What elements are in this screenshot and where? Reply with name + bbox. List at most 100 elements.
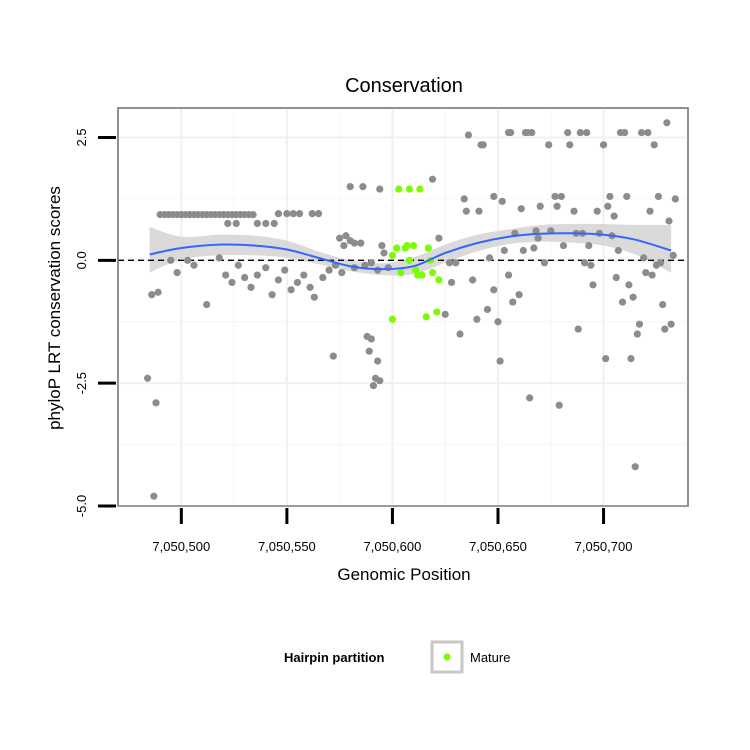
other-point bbox=[646, 207, 654, 215]
other-point bbox=[173, 269, 181, 277]
other-point bbox=[367, 335, 375, 343]
other-point bbox=[583, 128, 591, 137]
other-point bbox=[262, 264, 270, 272]
legend: Hairpin partition Mature bbox=[284, 640, 510, 674]
other-point bbox=[268, 291, 276, 299]
other-point bbox=[500, 246, 508, 255]
other-point bbox=[528, 128, 536, 137]
other-point bbox=[428, 175, 437, 183]
other-point bbox=[319, 273, 327, 282]
other-point bbox=[667, 320, 675, 328]
other-point bbox=[671, 195, 679, 203]
other-point bbox=[462, 207, 470, 215]
other-point bbox=[473, 315, 481, 323]
other-point bbox=[222, 271, 230, 279]
mature-point bbox=[409, 241, 418, 250]
y-tick-label: -5.0 bbox=[74, 495, 89, 517]
mature-point bbox=[395, 185, 403, 193]
other-point bbox=[587, 261, 595, 269]
mature-point bbox=[388, 251, 397, 260]
mature-point bbox=[418, 271, 426, 279]
other-point bbox=[456, 330, 464, 338]
mature-point bbox=[424, 244, 432, 252]
other-point bbox=[526, 394, 534, 402]
other-point bbox=[536, 202, 544, 210]
other-point bbox=[656, 259, 665, 267]
other-point bbox=[633, 330, 641, 338]
other-point bbox=[342, 232, 350, 240]
mature-point bbox=[435, 276, 443, 284]
other-point bbox=[507, 128, 515, 137]
other-point bbox=[435, 234, 443, 242]
other-point bbox=[308, 210, 316, 218]
other-point bbox=[553, 202, 561, 210]
other-point bbox=[329, 352, 337, 360]
other-point bbox=[659, 300, 667, 309]
other-point bbox=[293, 278, 302, 287]
mature-point bbox=[403, 241, 411, 250]
other-point bbox=[289, 210, 297, 218]
other-point bbox=[517, 205, 525, 213]
other-point bbox=[570, 207, 578, 215]
other-point bbox=[154, 288, 162, 296]
x-axis: 7,050,500 7,050,550 7,050,600 7,050,650 7,05… bbox=[152, 508, 632, 554]
other-point bbox=[606, 192, 614, 201]
x-axis-title: Genomic Position bbox=[337, 565, 470, 584]
other-point bbox=[557, 192, 565, 201]
legend-title: Hairpin partition bbox=[284, 650, 384, 665]
mature-point bbox=[405, 256, 413, 264]
other-point bbox=[376, 377, 384, 385]
other-point bbox=[247, 283, 255, 291]
other-point bbox=[384, 264, 392, 272]
other-point bbox=[464, 131, 473, 139]
other-point bbox=[369, 382, 378, 390]
other-point bbox=[623, 192, 631, 201]
other-point bbox=[530, 244, 538, 252]
other-point bbox=[336, 234, 344, 242]
other-point bbox=[494, 318, 502, 326]
x-tick-label: 7,050,500 bbox=[152, 539, 210, 554]
other-point bbox=[359, 183, 367, 191]
mature-point bbox=[428, 269, 437, 277]
other-point bbox=[148, 291, 156, 299]
other-point bbox=[325, 266, 333, 274]
other-point bbox=[184, 256, 192, 264]
other-point bbox=[631, 463, 639, 471]
other-point bbox=[380, 249, 388, 257]
other-point bbox=[509, 298, 517, 306]
other-point bbox=[143, 374, 152, 382]
other-point bbox=[515, 291, 523, 299]
other-point bbox=[585, 241, 593, 250]
other-point bbox=[447, 278, 456, 287]
x-tick-label: 7,050,650 bbox=[469, 539, 527, 554]
x-tick-label: 7,050,550 bbox=[258, 539, 316, 554]
other-point bbox=[650, 141, 658, 149]
other-point bbox=[340, 241, 348, 250]
other-point bbox=[367, 259, 375, 267]
other-point bbox=[295, 210, 304, 218]
other-point bbox=[485, 254, 494, 262]
other-point bbox=[540, 259, 549, 267]
y-tick-label: -2.5 bbox=[74, 372, 89, 394]
other-point bbox=[669, 251, 677, 260]
other-point bbox=[599, 141, 608, 149]
other-point bbox=[241, 273, 249, 282]
other-point bbox=[300, 271, 308, 279]
other-point bbox=[152, 399, 160, 407]
mature-point bbox=[397, 269, 405, 277]
other-point bbox=[642, 269, 650, 277]
other-point bbox=[460, 195, 468, 203]
other-point bbox=[532, 227, 540, 235]
other-point bbox=[519, 246, 527, 255]
other-point bbox=[357, 239, 365, 247]
other-point bbox=[310, 293, 318, 301]
other-point bbox=[190, 261, 198, 269]
x-tick-label: 7,050,600 bbox=[364, 539, 422, 554]
other-point bbox=[627, 354, 635, 363]
other-point bbox=[621, 128, 629, 137]
other-point bbox=[614, 246, 622, 255]
other-point bbox=[281, 266, 289, 274]
other-point bbox=[262, 219, 270, 228]
other-point bbox=[602, 354, 610, 363]
other-point bbox=[274, 276, 283, 284]
